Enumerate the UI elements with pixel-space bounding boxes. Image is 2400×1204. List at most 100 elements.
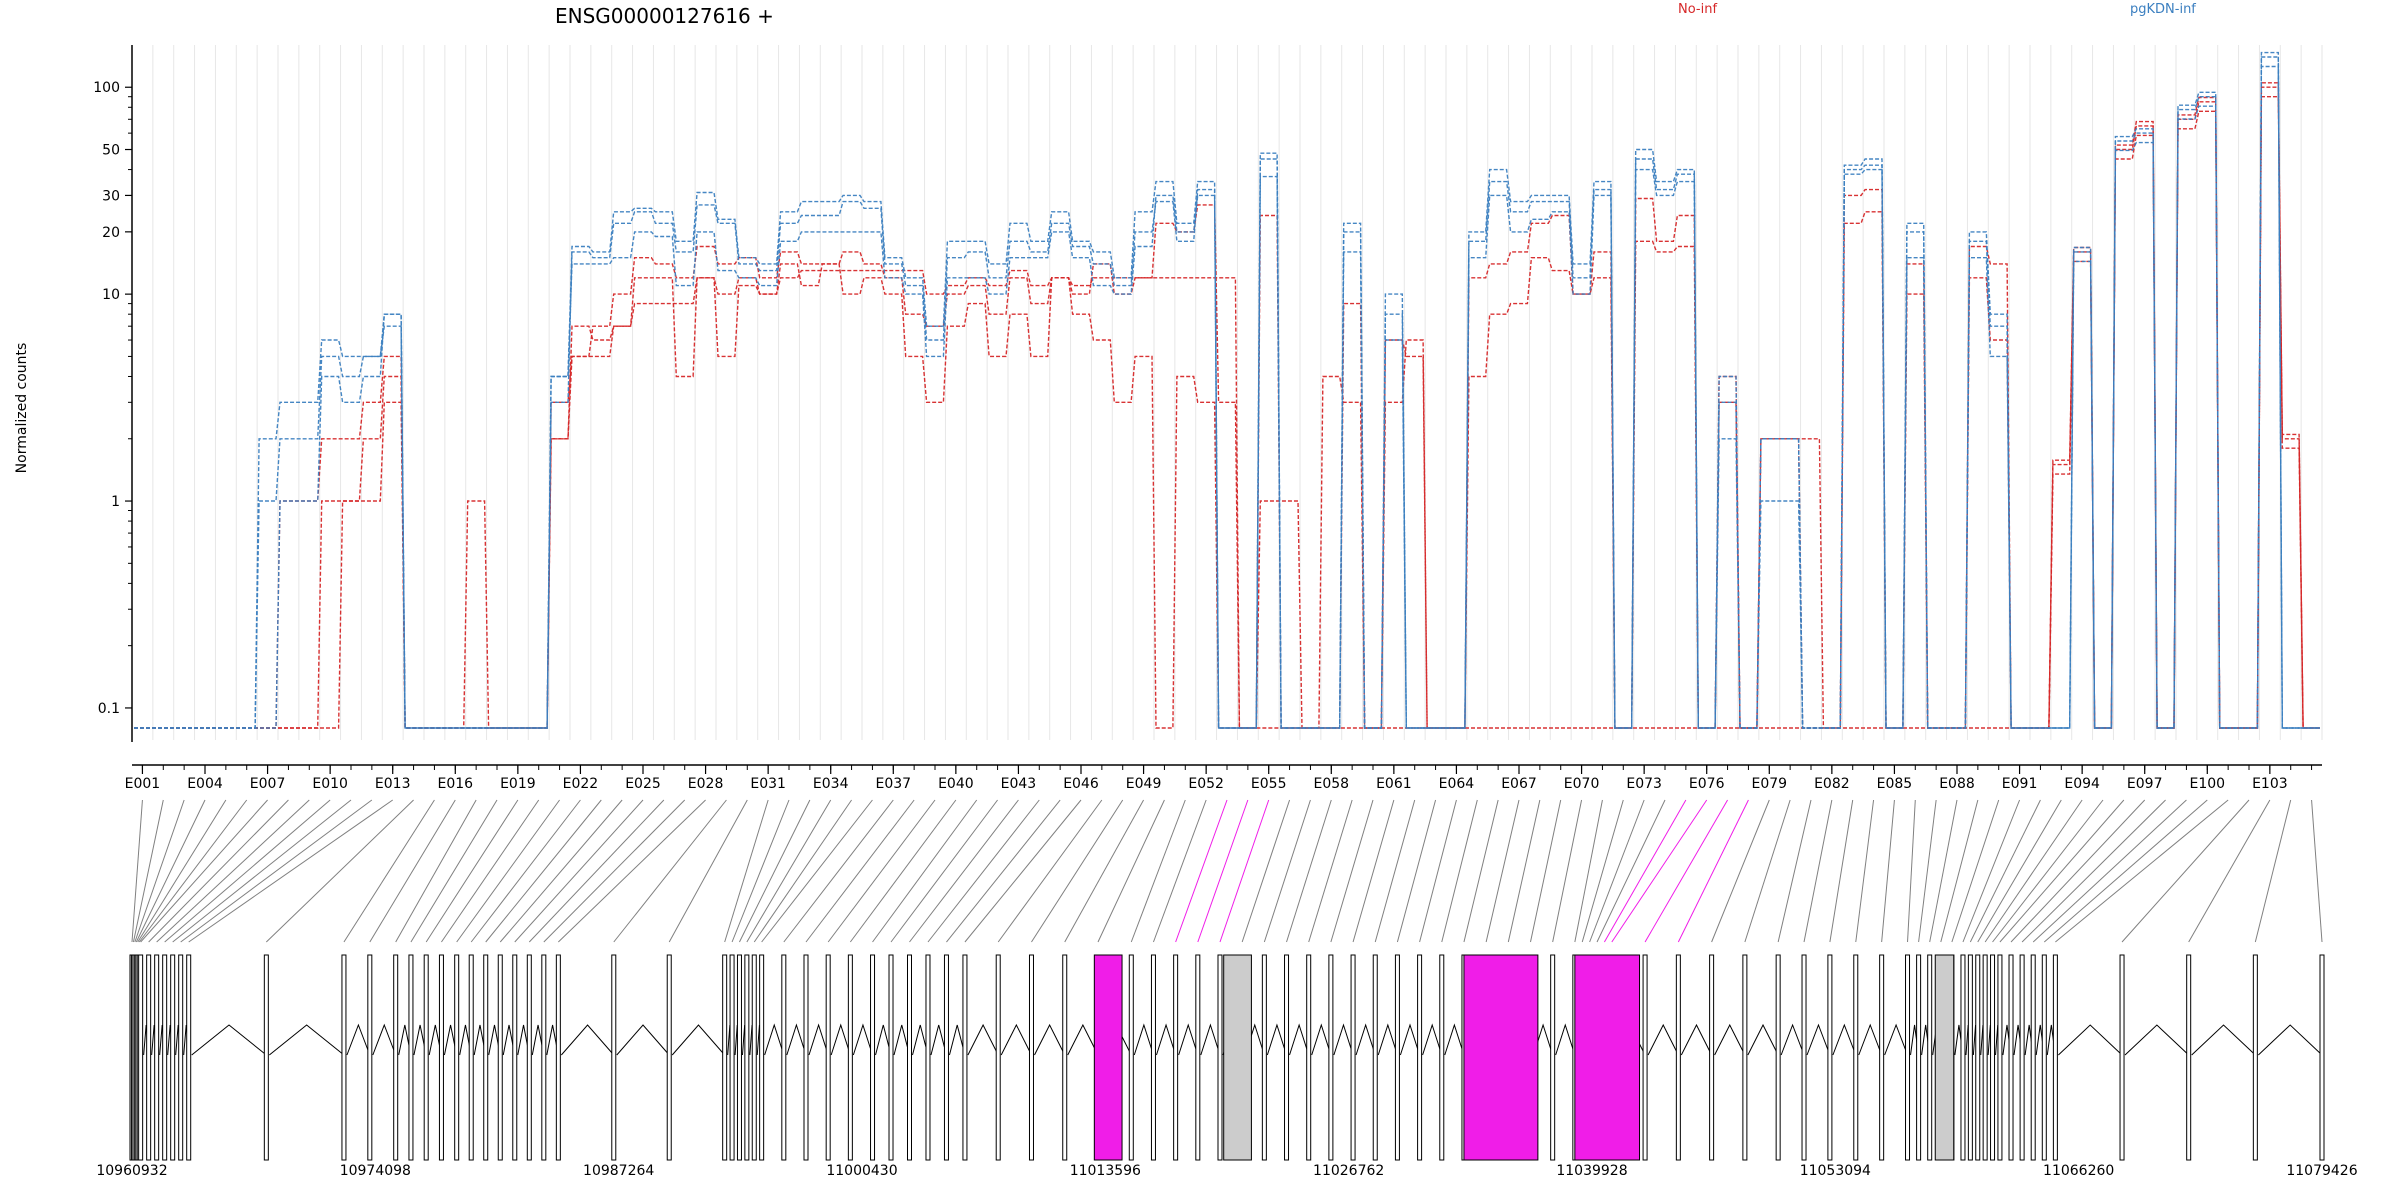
genomic-tick-label: 11026762 <box>1313 1163 1384 1179</box>
exon-connector <box>1611 799 1708 943</box>
exon-connector <box>425 799 519 943</box>
exon-connector <box>135 799 206 943</box>
exon-box <box>1916 954 1922 1161</box>
exon-box <box>1975 954 1981 1161</box>
exon-box <box>1853 954 1859 1161</box>
exon-box <box>781 954 787 1161</box>
exon-tick-label: E082 <box>1814 776 1850 792</box>
genomic-tick-label: 11039928 <box>1556 1163 1627 1179</box>
exon-tick-label: E049 <box>1126 776 1162 792</box>
exon-box <box>423 954 429 1161</box>
exon-connector <box>1441 799 1478 943</box>
exon-box <box>1195 954 1201 1161</box>
exon-box <box>1742 954 1748 1161</box>
intron-line <box>786 1023 807 1056</box>
genomic-tick-label: 11013596 <box>1070 1163 1141 1179</box>
exon-box-highlight <box>1093 954 1123 1161</box>
exon-box <box>2252 954 2258 1161</box>
exon-box <box>2119 954 2125 1161</box>
intron-line <box>912 1024 929 1056</box>
exon-connector <box>946 799 1061 943</box>
exon-box <box>341 954 347 1161</box>
exon-box <box>1675 954 1681 1161</box>
intron-line <box>1399 1023 1421 1056</box>
legend-pgkdn-inf: pgKDN-inf <box>2130 2 2196 17</box>
intron-line <box>764 1023 785 1056</box>
genomic-tick-label: 11066260 <box>2043 1163 2114 1179</box>
exon-tick-label: E103 <box>2252 776 2288 792</box>
exon-box <box>2019 954 2025 1161</box>
intron-line <box>2058 1024 2123 1056</box>
intron-line <box>1266 1023 1288 1056</box>
intron-line <box>930 1024 947 1056</box>
intron-line <box>1067 1023 1099 1056</box>
exon-tick-label: E016 <box>437 776 473 792</box>
exon-connector <box>1308 799 1353 943</box>
exon-connector <box>927 799 1040 943</box>
exon-box <box>943 954 949 1161</box>
intron-line <box>1178 1023 1199 1056</box>
exon-box <box>666 954 672 1161</box>
exon-tick-label: E067 <box>1501 776 1537 792</box>
exon-tick-label: E046 <box>1063 776 1099 792</box>
exon-connector <box>1969 799 2041 943</box>
exon-box-gray <box>1934 954 1955 1161</box>
exon-connector <box>470 799 581 943</box>
exon-box <box>497 954 503 1161</box>
series-line-noinf <box>134 86 2320 729</box>
exon-connector <box>543 799 686 943</box>
exon-connector <box>849 799 957 943</box>
exon-box <box>1801 954 1807 1161</box>
intron-line <box>852 1023 874 1056</box>
exon-box <box>454 954 460 1161</box>
exon-connector <box>783 799 894 943</box>
exon-tick-label: E076 <box>1689 776 1725 792</box>
exon-box <box>2030 954 2036 1161</box>
exon-box <box>1350 954 1356 1161</box>
series-line-noinf <box>134 96 2320 729</box>
y-axis: 0.1 1 10 20 30 50 100 <box>93 45 133 742</box>
genomic-tick-label: 11000430 <box>826 1163 897 1179</box>
exon-box <box>2186 954 2192 1161</box>
exon-connector <box>827 799 936 943</box>
exon-box <box>2008 954 2014 1161</box>
intron-line <box>1333 1023 1354 1056</box>
exon-box <box>512 954 518 1161</box>
y-tick-label: 1 <box>111 494 120 510</box>
intron-line <box>1311 1023 1332 1056</box>
intron-line <box>1714 1023 1746 1056</box>
exon-connector <box>1130 799 1186 943</box>
exon-connector <box>1031 799 1124 943</box>
exon-tick-label: E055 <box>1251 776 1287 792</box>
exon-tick-label: E007 <box>250 776 286 792</box>
exon-connector <box>1064 799 1145 943</box>
exon-connector <box>1219 799 1270 943</box>
exon-connector <box>2254 799 2292 943</box>
exon-box <box>438 954 444 1161</box>
intron-line <box>808 1023 829 1056</box>
exon-tick-label: E079 <box>1751 776 1787 792</box>
intron-line <box>2191 1024 2256 1056</box>
intron-line <box>1647 1023 1679 1056</box>
genomic-axis: 10960932 10974098 10987264 11000430 11013596… <box>96 1163 2357 1179</box>
exon-box <box>1284 954 1290 1161</box>
exon-box-gray <box>1223 954 1252 1161</box>
series-lines <box>134 51 2320 729</box>
intron-line <box>1884 1023 1908 1056</box>
exon-connector <box>369 799 456 943</box>
exon-connector <box>1197 799 1249 943</box>
exon-tick-label: E097 <box>2127 776 2163 792</box>
exon-tick-label: E025 <box>625 776 661 792</box>
exon-connector <box>1507 799 1541 943</box>
exon-connector <box>1644 799 1729 943</box>
genomic-tick-label: 11079426 <box>2286 1163 2357 1179</box>
genomic-tick-label: 10974098 <box>340 1163 411 1179</box>
exon-box <box>555 954 561 1161</box>
exon-box <box>1306 954 1312 1161</box>
exon-tick-label: E004 <box>187 776 223 792</box>
exon-connector <box>909 799 1019 943</box>
exon-box <box>722 954 728 1161</box>
intron-line <box>346 1023 371 1056</box>
exon-box <box>1394 954 1400 1161</box>
